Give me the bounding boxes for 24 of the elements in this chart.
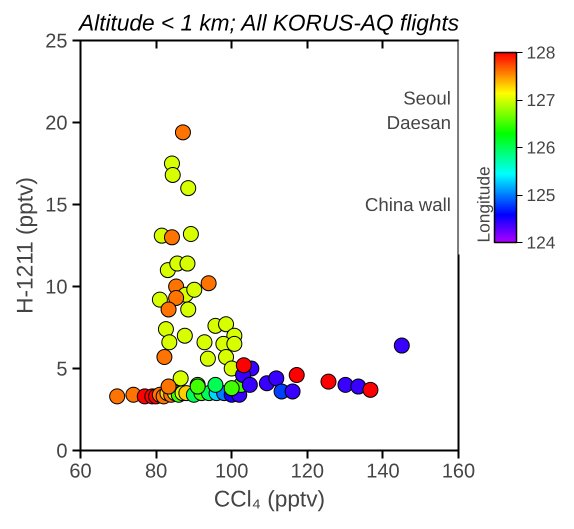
color-bar-label: 124 [526, 232, 556, 252]
x-tick-label: 80 [144, 460, 168, 482]
annotation: Daesan [386, 112, 451, 133]
y-tick-label: 25 [45, 30, 68, 52]
y-tick-label: 15 [45, 194, 68, 216]
color-bar-label: 127 [526, 90, 556, 110]
x-tick-label: 120 [290, 460, 324, 482]
color-bar-label: 125 [526, 185, 556, 205]
color-bar-title: Longitude [474, 166, 494, 242]
x-tick-label: 140 [366, 460, 400, 482]
x-tick-label: 60 [69, 460, 92, 482]
chart-title: Altitude < 1 km; All KORUS-AQ flights [77, 10, 460, 36]
y-tick-label: 5 [56, 358, 68, 380]
color-bar-label: 128 [526, 42, 556, 62]
y-axis-title: H-1211 (pptv) [11, 177, 38, 314]
x-axis-title: CCl₄ (pptv) [214, 486, 326, 512]
y-tick-label: 20 [45, 112, 68, 134]
annotation: China wall [364, 194, 451, 215]
x-tick-label: 160 [442, 460, 476, 482]
color-bar-label: 126 [526, 138, 556, 158]
y-tick-label: 0 [56, 440, 68, 462]
annotation: Seoul [403, 87, 451, 108]
x-tick-label: 100 [215, 460, 248, 482]
y-tick-label: 10 [45, 276, 68, 298]
